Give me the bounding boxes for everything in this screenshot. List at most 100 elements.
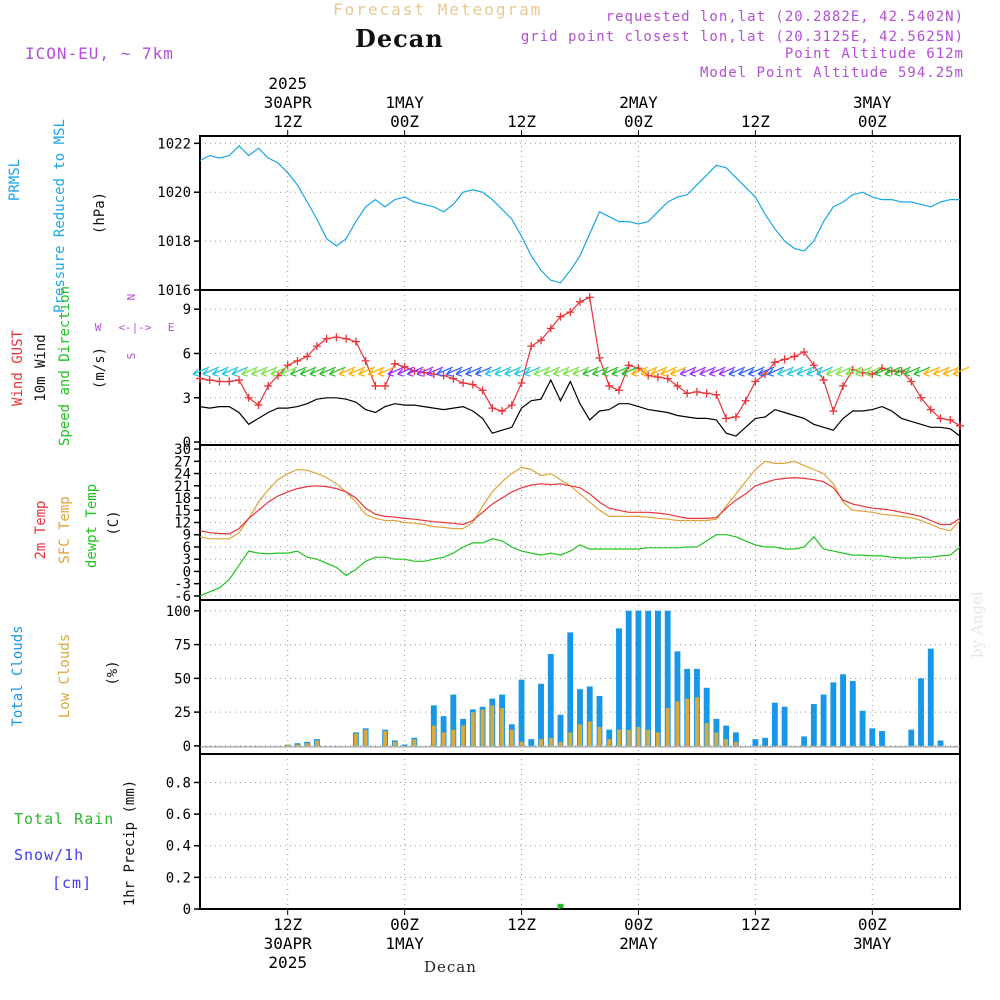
wind-direction-arrow xyxy=(923,366,941,377)
low-cloud-bar xyxy=(733,741,738,746)
wind-direction-arrow xyxy=(747,366,765,377)
wind-direction-arrow xyxy=(406,366,424,377)
wind-direction-arrow xyxy=(231,366,249,377)
low-cloud-bar xyxy=(587,721,592,746)
low-cloud-bar xyxy=(714,732,719,746)
pressure-line xyxy=(199,144,960,284)
top-time-label: 1MAY xyxy=(385,93,424,112)
wind-gust-marker xyxy=(449,374,458,383)
temp-ytick-label: 21 xyxy=(174,479,191,495)
total-cloud-bar xyxy=(927,648,934,746)
pressure-ytick-label: 1016 xyxy=(157,283,191,299)
total-cloud-bar xyxy=(801,736,808,746)
wind-gust-marker xyxy=(751,377,760,386)
wind-gust-marker xyxy=(215,377,224,386)
wind-gust-marker xyxy=(234,376,243,385)
wind-gust-marker xyxy=(517,379,526,387)
wind-gust-marker xyxy=(819,376,828,385)
total-cloud-bar xyxy=(859,710,866,746)
wind-direction-arrow xyxy=(280,366,297,377)
low-cloud-bar xyxy=(724,739,729,746)
low-cloud-bar xyxy=(353,733,358,746)
pressure-ytick-label: 1020 xyxy=(157,185,191,201)
temp-ytick-label: -3 xyxy=(174,577,191,593)
wind-gust-marker xyxy=(244,393,253,402)
temp-ytick-label: 0 xyxy=(183,564,191,580)
precip-ytick-label: 0 xyxy=(183,902,191,918)
temp-ytick-label: 15 xyxy=(174,503,191,519)
total-cloud-bar xyxy=(849,681,856,746)
wind-direction-arrow xyxy=(592,366,609,377)
wind-direction-arrow xyxy=(397,366,414,377)
wind-direction-arrow xyxy=(913,366,931,377)
wind-gust-marker xyxy=(800,348,809,356)
low-cloud-bar xyxy=(539,739,543,746)
wind-gust-marker xyxy=(283,361,292,370)
wind-direction-arrow xyxy=(270,366,288,377)
wind-gust-marker xyxy=(361,356,370,365)
bottom-time-label: 2025 xyxy=(268,953,307,972)
total-cloud-bar xyxy=(577,689,583,746)
low-cloud-bar xyxy=(685,698,690,746)
wind-direction-arrow xyxy=(241,366,258,377)
total-cloud-bar xyxy=(625,610,632,746)
low-cloud-bar xyxy=(509,729,514,746)
precip-ytick-label: 0.8 xyxy=(166,775,191,791)
total-cloud-bar xyxy=(830,682,837,746)
bottom-time-label: 12Z xyxy=(741,915,770,934)
wind-gust-marker xyxy=(809,361,818,370)
total-cloud-bar xyxy=(937,740,944,746)
low-cloud-bar xyxy=(617,729,621,746)
wind-gust-marker xyxy=(673,381,682,390)
wind-ytick-label: 9 xyxy=(183,302,191,318)
bottom-time-label: 30APR xyxy=(264,934,313,953)
wind-direction-arrow xyxy=(874,366,892,377)
wind-direction-arrow xyxy=(679,366,697,377)
low-cloud-bar xyxy=(431,725,436,746)
wind-direction-arrow xyxy=(426,366,444,377)
wind-direction-arrow xyxy=(260,366,278,377)
low-cloud-bar xyxy=(392,741,397,746)
wind-direction-arrow xyxy=(494,366,512,377)
compass-symbol: <-|-> xyxy=(118,321,151,334)
compass-south: S xyxy=(125,353,138,360)
low-cloud-bar xyxy=(694,697,699,746)
bottom-time-label: 00Z xyxy=(390,915,419,934)
wind-direction-arrow xyxy=(699,366,716,377)
model-name: ICON-EU, ~ 7km xyxy=(25,44,174,63)
wind-direction-arrow xyxy=(806,366,824,377)
top-time-label: 00Z xyxy=(858,112,887,131)
wind-gust-marker xyxy=(293,356,302,365)
wind-direction-arrow xyxy=(777,366,794,377)
total-cloud-bar xyxy=(674,651,681,746)
total-cloud-bar xyxy=(840,674,846,746)
low-cloud-bar xyxy=(470,712,475,746)
low-cloud-bar xyxy=(490,705,495,746)
wind-ytick-label: 0 xyxy=(183,435,191,451)
top-time-label: 12Z xyxy=(273,112,302,131)
total-cloud-bar xyxy=(732,732,739,746)
wind-gust-marker xyxy=(478,386,487,395)
bottom-time-label: 12Z xyxy=(507,915,536,934)
total-cloud-bar xyxy=(557,714,564,746)
wind-direction-arrow xyxy=(845,366,863,377)
low-cloud-bar xyxy=(412,739,417,746)
wind-direction-arrow xyxy=(650,366,668,377)
wind-direction-arrow xyxy=(825,366,843,377)
temp-sfc-line xyxy=(199,460,961,540)
wind-gust-marker xyxy=(702,389,711,398)
compass-north: N xyxy=(125,294,138,301)
wind-gust-marker xyxy=(907,377,916,386)
wind-gust-marker xyxy=(507,401,516,410)
wind-direction-arrow xyxy=(367,366,385,377)
wind-gust-marker xyxy=(790,352,799,361)
total-cloud-bar xyxy=(664,610,671,746)
temp-ytick-label: -6 xyxy=(174,589,191,605)
wind-direction-arrow xyxy=(767,366,785,377)
wind-direction-arrow xyxy=(289,366,307,377)
total-cloud-bar xyxy=(450,694,457,746)
bottom-time-label: 00Z xyxy=(624,915,653,934)
top-time-label: 2025 xyxy=(268,74,307,93)
low-cloud-bar xyxy=(675,701,680,746)
